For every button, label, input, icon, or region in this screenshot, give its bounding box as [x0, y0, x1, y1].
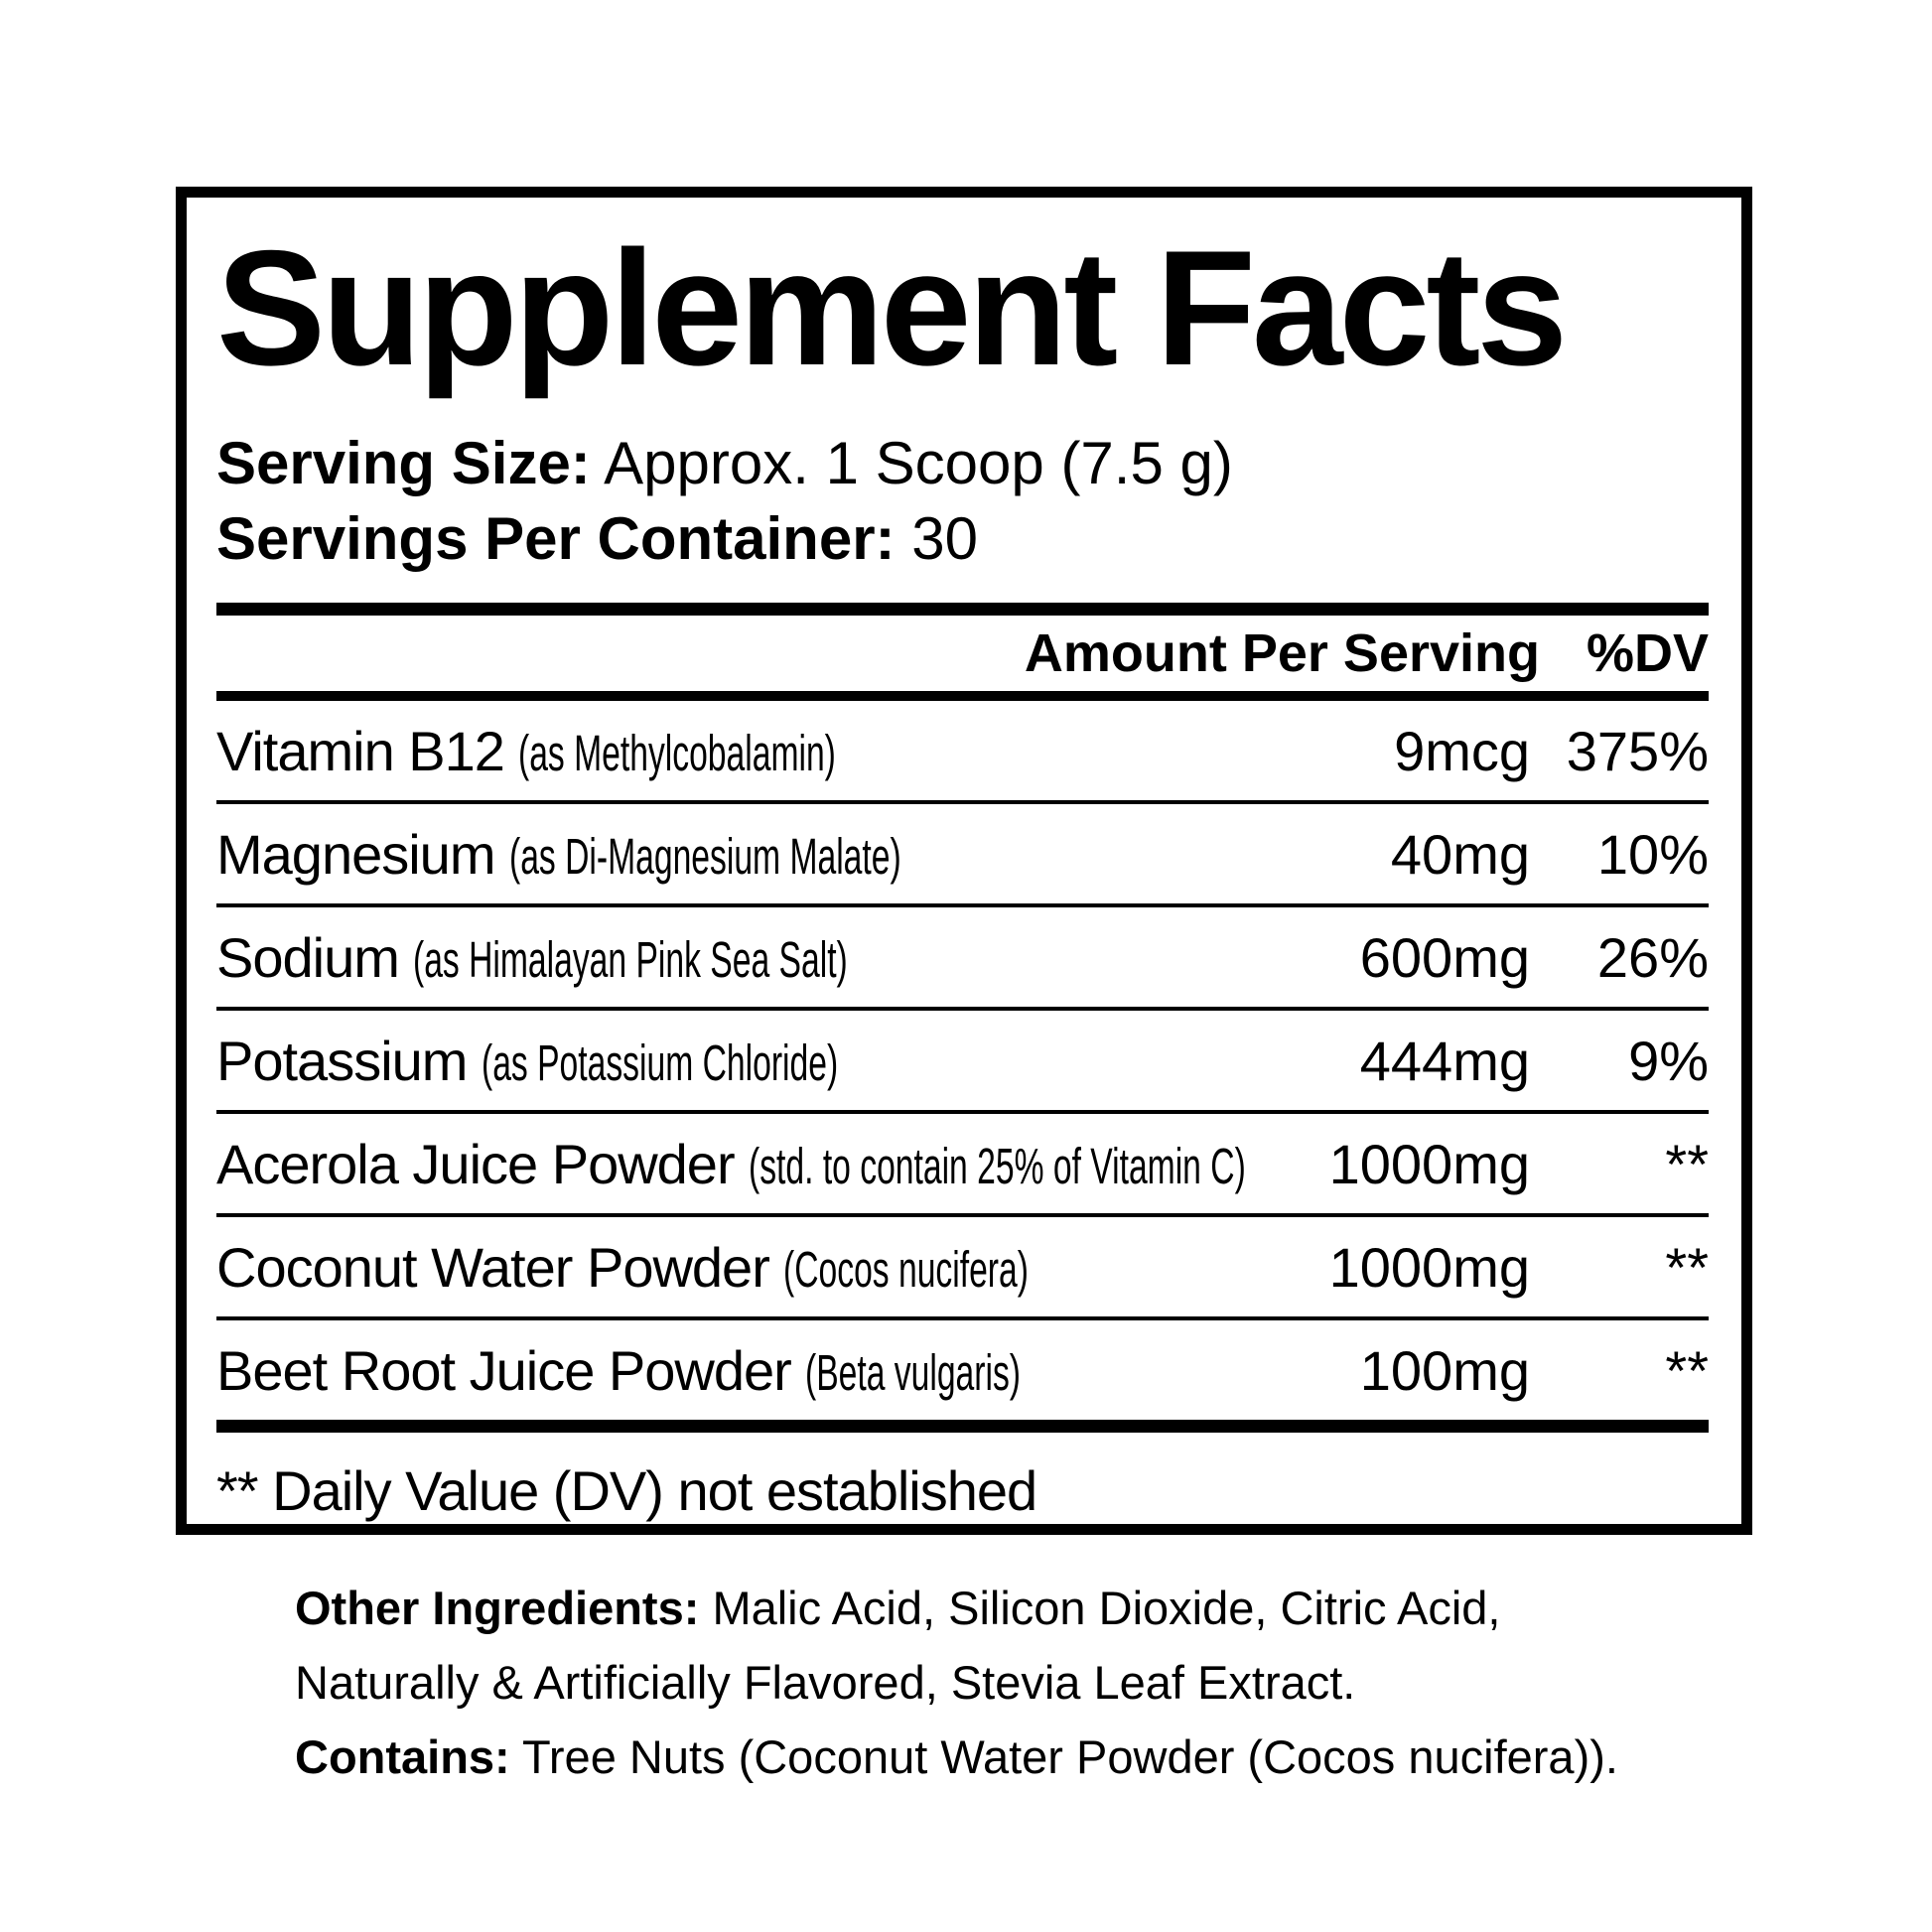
percent-dv-header: %DV [1586, 623, 1709, 683]
table-row-beet-root-juice-powder: Beet Root Juice Powder (Beta vulgaris) 1… [216, 1320, 1709, 1420]
nutrient-name-main: Vitamin B12 [216, 719, 505, 782]
serving-size-line: Serving Size: Approx. 1 Scoop (7.5 g) [216, 426, 1709, 501]
amount-value: 100mg [1359, 1338, 1530, 1402]
table-header-row: Amount Per Serving %DV [216, 616, 1709, 691]
dv-value: 26% [1596, 925, 1709, 989]
serving-size-value: Approx. 1 Scoop (7.5 g) [604, 430, 1233, 496]
amount-value: 1000mg [1328, 1132, 1530, 1195]
servings-per-container-line: Servings Per Container: 30 [216, 501, 1709, 577]
other-ingredients-section: Other Ingredients: Malic Acid, Silicon D… [295, 1571, 1685, 1794]
nutrient-name-main: Beet Root Juice Powder [216, 1338, 792, 1402]
contains-label: Contains: [295, 1730, 510, 1783]
amount-value: 600mg [1359, 925, 1530, 989]
table-row-acerola-juice-powder: Acerola Juice Powder (std. to contain 25… [216, 1114, 1709, 1217]
nutrient-name-detail: (Beta vulgaris) [805, 1343, 1022, 1401]
dv-value: 10% [1596, 822, 1709, 886]
divider-thick-bottom [216, 1420, 1709, 1433]
table-row-coconut-water-powder: Coconut Water Powder (Cocos nucifera) 10… [216, 1217, 1709, 1320]
other-ingredients-label: Other Ingredients: [295, 1582, 700, 1634]
nutrient-name-detail: (as Himalayan Pink Sea Salt) [413, 930, 849, 988]
table-row-magnesium: Magnesium (as Di-Magnesium Malate) 40mg … [216, 804, 1709, 907]
nutrient-name: Sodium (as Himalayan Pink Sea Salt) [216, 925, 1360, 990]
nutrient-name: Magnesium (as Di-Magnesium Malate) [216, 822, 1391, 887]
servings-per-container-label: Servings Per Container: [216, 505, 896, 572]
nutrient-name-detail: (as Methylcobalamin) [518, 724, 837, 781]
amount-value: 40mg [1390, 822, 1530, 886]
dv-value: 9% [1628, 1029, 1709, 1092]
contains-paragraph: Contains: Tree Nuts (Coconut Water Powde… [295, 1720, 1685, 1794]
other-ingredients-value: Malic Acid, Silicon Dioxide, Citric Acid… [295, 1582, 1501, 1709]
nutrient-name: Potassium (as Potassium Chloride) [216, 1029, 1360, 1093]
supplement-facts-panel: Supplement Facts Serving Size: Approx. 1… [176, 187, 1752, 1535]
nutrient-name-main: Coconut Water Powder [216, 1235, 770, 1299]
divider-thick-top [216, 603, 1709, 616]
dv-value: ** [1665, 1338, 1709, 1402]
nutrient-name: Acerola Juice Powder (std. to contain 25… [216, 1132, 1329, 1196]
nutrient-name: Coconut Water Powder (Cocos nucifera) [216, 1235, 1329, 1300]
nutrient-name-main: Sodium [216, 925, 400, 989]
nutrient-name-detail: (std. to contain 25% of Vitamin C) [749, 1137, 1246, 1194]
amount-value: 444mg [1359, 1029, 1530, 1092]
table-row-vitamin-b12: Vitamin B12 (as Methylcobalamin) 9mcg 37… [216, 701, 1709, 804]
nutrient-name-detail: (as Di-Magnesium Malate) [509, 827, 901, 885]
serving-info: Serving Size: Approx. 1 Scoop (7.5 g) Se… [216, 426, 1709, 577]
nutrient-name-detail: (as Potassium Chloride) [482, 1034, 839, 1091]
divider-medium [216, 691, 1709, 701]
nutrient-table: Vitamin B12 (as Methylcobalamin) 9mcg 37… [216, 701, 1709, 1420]
panel-title: Supplement Facts [216, 216, 1568, 399]
amount-value: 1000mg [1328, 1235, 1530, 1299]
contains-value: Tree Nuts (Coconut Water Powder (Cocos n… [521, 1730, 1618, 1783]
table-row-sodium: Sodium (as Himalayan Pink Sea Salt) 600m… [216, 907, 1709, 1011]
nutrient-name-detail: (Cocos nucifera) [783, 1240, 1030, 1298]
nutrient-name: Beet Root Juice Powder (Beta vulgaris) [216, 1338, 1360, 1403]
nutrient-name-main: Potassium [216, 1029, 468, 1092]
nutrient-name-main: Magnesium [216, 822, 495, 886]
servings-per-container-value: 30 [911, 505, 978, 572]
other-ingredients-paragraph: Other Ingredients: Malic Acid, Silicon D… [295, 1571, 1685, 1720]
table-row-potassium: Potassium (as Potassium Chloride) 444mg … [216, 1011, 1709, 1114]
dv-value: ** [1665, 1132, 1709, 1195]
dv-value: 375% [1566, 719, 1709, 782]
dv-value: ** [1665, 1235, 1709, 1299]
nutrient-name-main: Acerola Juice Powder [216, 1132, 736, 1195]
amount-value: 9mcg [1394, 719, 1530, 782]
amount-per-serving-header: Amount Per Serving [1024, 623, 1540, 683]
dv-footnote: ** Daily Value (DV) not established [216, 1459, 1037, 1522]
serving-size-label: Serving Size: [216, 430, 591, 496]
nutrient-name: Vitamin B12 (as Methylcobalamin) [216, 719, 1394, 783]
